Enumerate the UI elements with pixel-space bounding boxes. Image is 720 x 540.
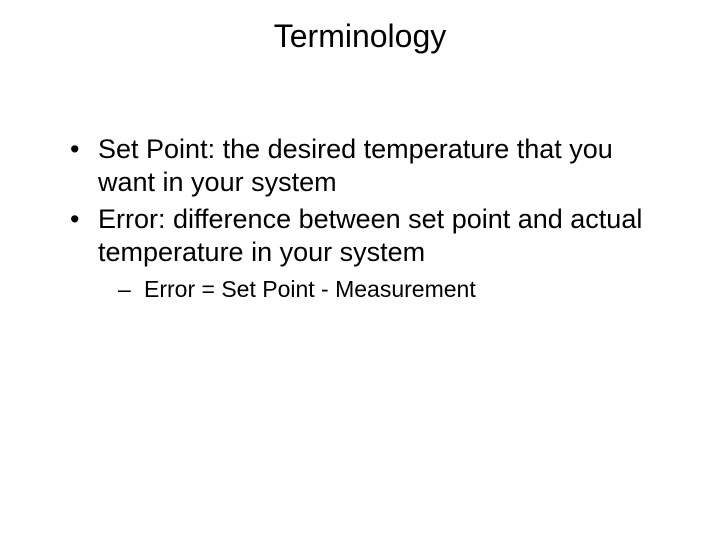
slide-title: Terminology: [50, 18, 670, 55]
bullet-text: Set Point: the desired temperature that …: [98, 134, 613, 197]
sub-item: Error = Set Point - Measurement: [118, 275, 670, 304]
sub-text: Error = Set Point - Measurement: [144, 276, 476, 302]
bullet-text: Error: difference between set point and …: [98, 204, 642, 267]
slide-content: Set Point: the desired temperature that …: [50, 133, 670, 304]
bullet-item: Set Point: the desired temperature that …: [70, 133, 670, 199]
bullet-list: Set Point: the desired temperature that …: [70, 133, 670, 304]
slide-container: Terminology Set Point: the desired tempe…: [0, 0, 720, 540]
sub-list: Error = Set Point - Measurement: [98, 275, 670, 304]
bullet-item: Error: difference between set point and …: [70, 203, 670, 304]
